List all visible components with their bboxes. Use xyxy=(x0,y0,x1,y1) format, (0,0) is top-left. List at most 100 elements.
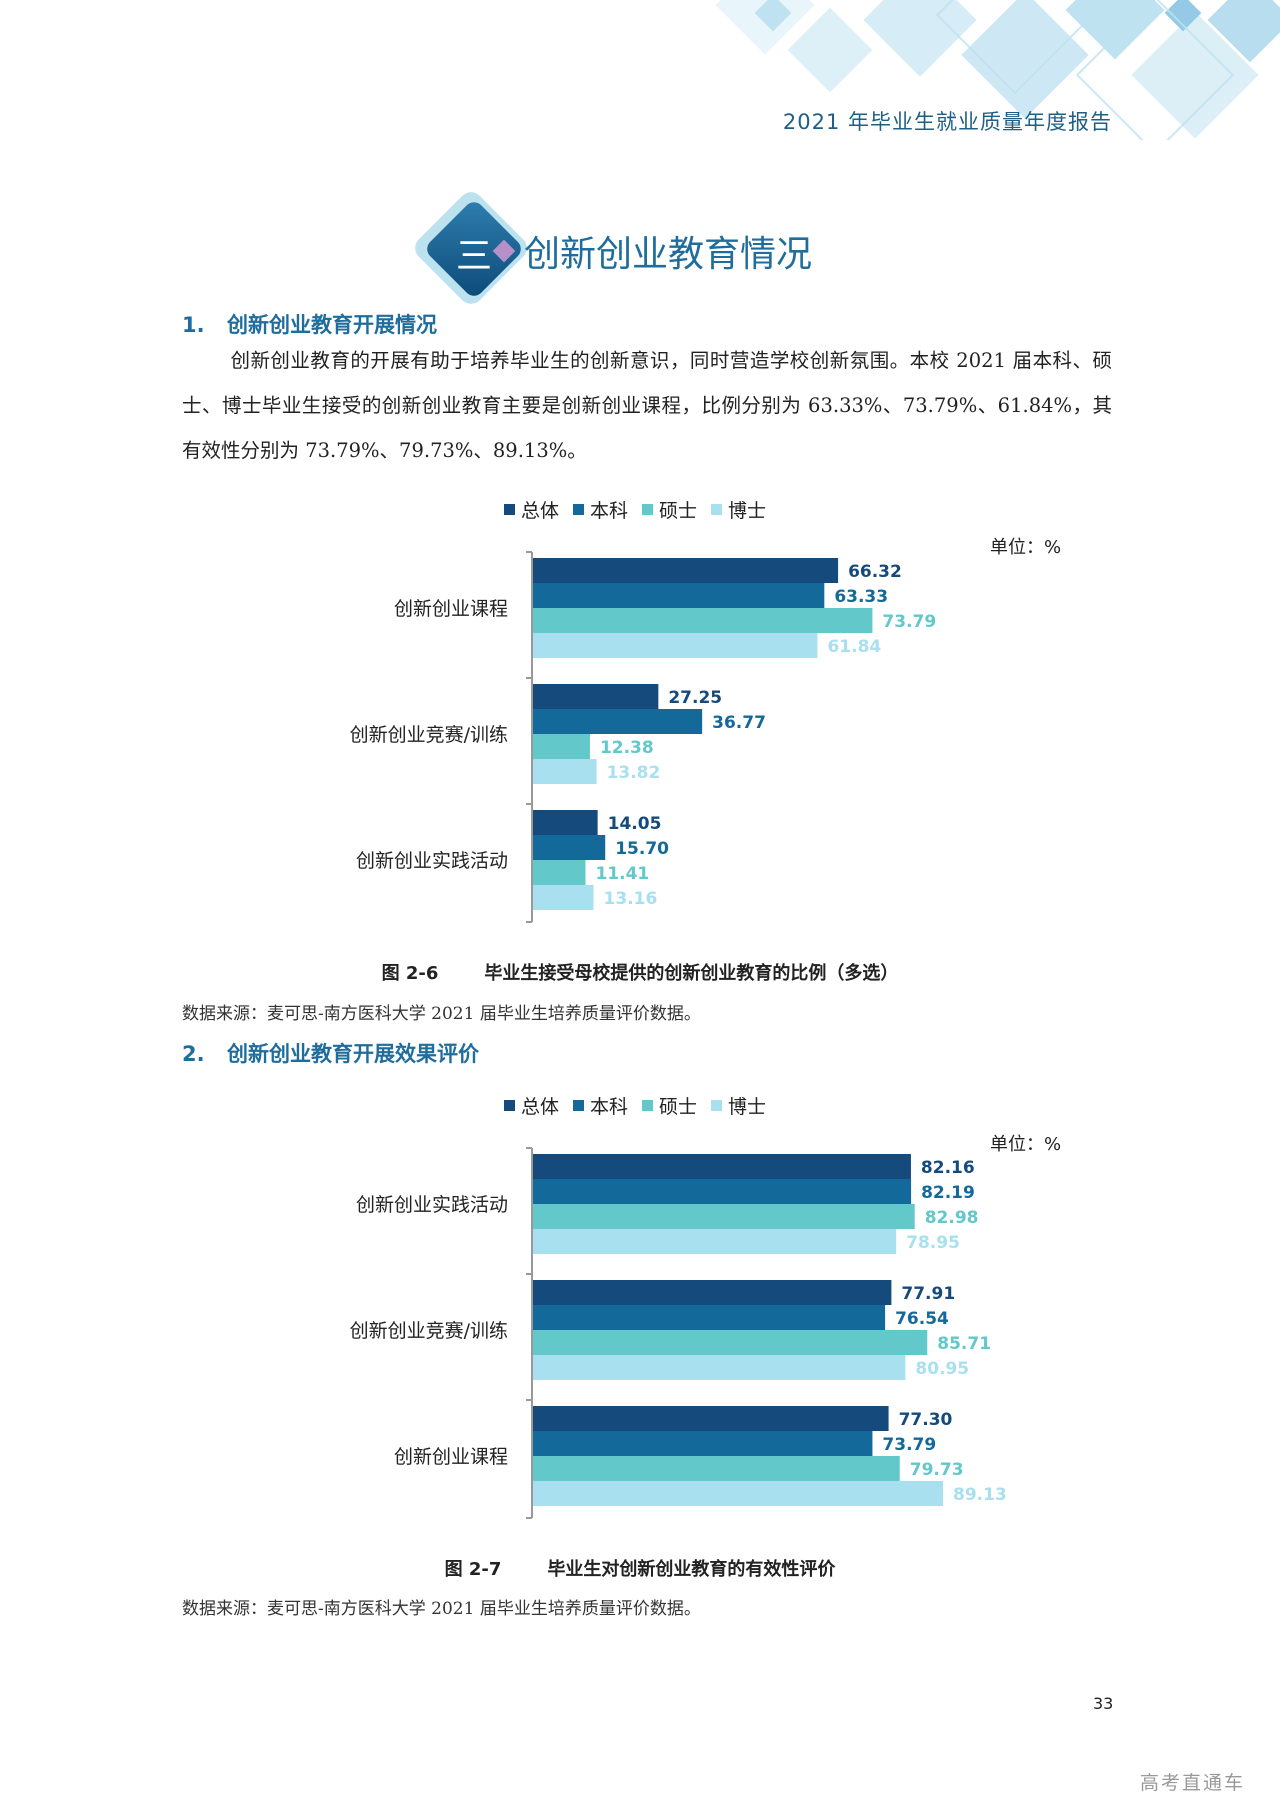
bar-博士 xyxy=(533,633,818,658)
category-label: 创新创业实践活动 xyxy=(356,1194,508,1216)
chart-2-legend: 总体 本科 硕士 博士 xyxy=(504,1092,766,1119)
legend-item-total: 总体 xyxy=(504,496,559,523)
data-label: 15.70 xyxy=(615,839,669,859)
figure-2-label: 图 2-7 xyxy=(444,1559,502,1580)
data-label: 89.13 xyxy=(953,1485,1007,1505)
legend-swatch xyxy=(711,504,723,515)
category-label: 创新创业实践活动 xyxy=(356,850,508,872)
paragraph-text: 创新创业教育的开展有助于培养毕业生的创新意识，同时营造学校创新氛围。本校 202… xyxy=(182,349,1112,462)
data-label: 14.05 xyxy=(608,814,662,834)
subsection-1-heading: 1. 创新创业教育开展情况 xyxy=(182,309,437,339)
legend-swatch xyxy=(642,504,654,515)
data-label: 36.77 xyxy=(712,713,766,733)
subsection-2-heading: 2. 创新创业教育开展效果评价 xyxy=(182,1038,479,1068)
bar-博士 xyxy=(533,1481,943,1506)
figure-1-caption: 图 2-6 毕业生接受母校提供的创新创业教育的比例（多选） xyxy=(0,959,1280,985)
subsection-1-paragraph: 创新创业教育的开展有助于培养毕业生的创新意识，同时营造学校创新氛围。本校 202… xyxy=(182,338,1112,473)
subsection-2-number: 2. xyxy=(182,1042,205,1066)
data-label: 85.71 xyxy=(937,1334,991,1354)
legend-item-master: 硕士 xyxy=(642,496,697,523)
category-label: 创新创业课程 xyxy=(394,598,508,620)
bar-总体 xyxy=(533,1154,911,1179)
figure-1-label: 图 2-6 xyxy=(381,963,439,984)
legend-item-master: 硕士 xyxy=(642,1092,697,1119)
data-label: 82.19 xyxy=(921,1183,975,1203)
data-label: 63.33 xyxy=(834,587,888,607)
figure-2-title: 毕业生对创新创业教育的有效性评价 xyxy=(547,1559,836,1580)
subsection-2-title: 创新创业教育开展效果评价 xyxy=(227,1042,479,1066)
bar-本科 xyxy=(533,1431,873,1456)
page-number: 33 xyxy=(1093,1694,1114,1713)
watermark: 高考直通车 xyxy=(1140,1772,1246,1794)
bar-总体 xyxy=(533,558,839,583)
legend-swatch xyxy=(711,1100,723,1111)
bar-硕士 xyxy=(533,734,590,759)
subsection-1-number: 1. xyxy=(182,313,205,337)
legend-swatch xyxy=(642,1100,654,1111)
bar-硕士 xyxy=(533,608,873,633)
bar-博士 xyxy=(533,1229,897,1254)
chart-2-svg: 创新创业实践活动 82.16 82.19 82.98 78.95 创新创业竞赛/训练 77.… xyxy=(350,1147,1007,1519)
data-label: 66.32 xyxy=(848,562,902,582)
data-label: 82.98 xyxy=(925,1208,979,1228)
bar-本科 xyxy=(533,709,703,734)
data-label: 73.79 xyxy=(882,612,936,632)
data-label: 73.79 xyxy=(882,1435,936,1455)
figure-2-caption: 图 2-7 毕业生对创新创业教育的有效性评价 xyxy=(0,1555,1280,1581)
legend-item-doctor: 博士 xyxy=(711,496,766,523)
bar-总体 xyxy=(533,1280,892,1305)
data-label: 27.25 xyxy=(668,688,722,708)
chart-2-unit: 单位：% xyxy=(990,1134,1062,1155)
legend-item-total: 总体 xyxy=(504,1092,559,1119)
legend-item-undergrad: 本科 xyxy=(573,496,628,523)
section-title: 创新创业教育情况 xyxy=(524,234,813,275)
legend-item-doctor: 博士 xyxy=(711,1092,766,1119)
chart-2: 创新创业实践活动 82.16 82.19 82.98 78.95 创新创业竞赛/训练 77.… xyxy=(300,1144,1020,1524)
data-label: 79.73 xyxy=(910,1460,964,1480)
bar-本科 xyxy=(533,1305,886,1330)
bar-硕士 xyxy=(533,1204,915,1229)
data-label: 80.95 xyxy=(915,1359,969,1379)
data-label: 13.82 xyxy=(607,763,661,783)
bar-本科 xyxy=(533,1179,912,1204)
section-number: 三 xyxy=(455,236,492,277)
data-label: 11.41 xyxy=(595,864,649,884)
data-label: 13.16 xyxy=(604,889,658,909)
bar-硕士 xyxy=(533,1456,900,1481)
legend-swatch xyxy=(573,1100,585,1111)
figure-1-source: 数据来源：麦可思-南方医科大学 2021 届毕业生培养质量评价数据。 xyxy=(182,1004,701,1024)
data-label: 77.30 xyxy=(899,1410,953,1430)
bar-博士 xyxy=(533,759,597,784)
figure-2-source: 数据来源：麦可思-南方医科大学 2021 届毕业生培养质量评价数据。 xyxy=(182,1599,701,1619)
bar-总体 xyxy=(533,810,598,835)
data-label: 78.95 xyxy=(906,1233,960,1253)
bar-硕士 xyxy=(533,860,586,885)
data-label: 82.16 xyxy=(921,1158,975,1178)
data-label: 61.84 xyxy=(827,637,881,657)
bar-总体 xyxy=(533,1406,889,1431)
legend-swatch xyxy=(504,504,515,515)
chart-1: 创新创业课程 66.32 63.33 73.79 61.84 创新创业竞赛/训练 27.25… xyxy=(300,548,1020,928)
category-label: 创新创业课程 xyxy=(394,1446,508,1468)
category-label: 创新创业竞赛/训练 xyxy=(350,1320,508,1342)
bar-博士 xyxy=(533,1355,906,1380)
bar-总体 xyxy=(533,684,659,709)
bar-本科 xyxy=(533,583,825,608)
legend-swatch xyxy=(504,1100,515,1111)
section-banner: 三 创新创业教育情况 xyxy=(410,187,820,309)
category-label: 创新创业竞赛/训练 xyxy=(350,724,508,746)
bar-博士 xyxy=(533,885,594,910)
data-label: 76.54 xyxy=(895,1309,949,1329)
bar-硕士 xyxy=(533,1330,928,1355)
data-label: 77.91 xyxy=(901,1284,955,1304)
chart-1-unit: 单位：% xyxy=(990,537,1062,558)
data-label: 12.38 xyxy=(600,738,654,758)
report-header-title: 2021 年毕业生就业质量年度报告 xyxy=(782,110,1112,134)
legend-item-undergrad: 本科 xyxy=(573,1092,628,1119)
chart-1-legend: 总体 本科 硕士 博士 xyxy=(504,496,766,523)
bar-本科 xyxy=(533,835,606,860)
subsection-1-title: 创新创业教育开展情况 xyxy=(227,313,437,337)
figure-1-title: 毕业生接受母校提供的创新创业教育的比例（多选） xyxy=(484,963,899,984)
legend-swatch xyxy=(573,504,585,515)
